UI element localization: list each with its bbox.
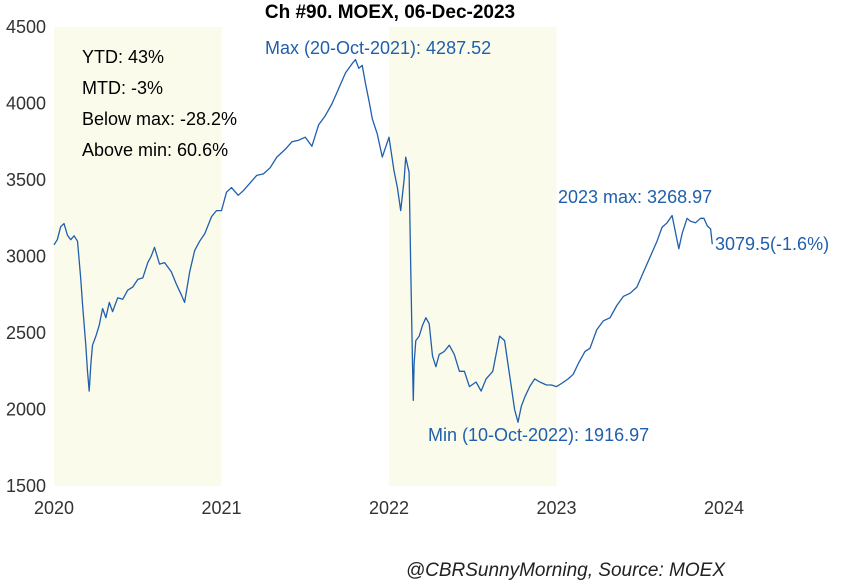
stat-above-min: Above min: 60.6% <box>82 140 228 160</box>
x-tick-label: 2020 <box>34 498 74 518</box>
annotation-last-value: 3079.5(-1.6%) <box>715 234 829 254</box>
x-tick-label: 2022 <box>369 498 409 518</box>
x-tick-label: 2024 <box>704 498 744 518</box>
x-axis-ticks: 2020 2021 2022 2023 2024 <box>34 498 744 518</box>
y-tick-label: 3000 <box>6 247 46 267</box>
y-tick-label: 2000 <box>6 400 46 420</box>
chart-title: Ch #90. MOEX, 06-Dec-2023 <box>265 2 515 23</box>
annotation-2023-max: 2023 max: 3268.97 <box>558 187 712 207</box>
x-tick-label: 2021 <box>201 498 241 518</box>
y-tick-label: 4500 <box>6 17 46 37</box>
shaded-band-2022 <box>389 27 557 486</box>
annotation-min: Min (10-Oct-2022): 1916.97 <box>428 425 649 445</box>
y-axis-ticks: 1500 2000 2500 3000 3500 4000 4500 <box>6 17 46 496</box>
annotation-max: Max (20-Oct-2021): 4287.52 <box>265 38 491 58</box>
x-tick-label: 2023 <box>536 498 576 518</box>
stat-ytd: YTD: 43% <box>82 47 164 67</box>
y-tick-label: 2500 <box>6 323 46 343</box>
moex-index-line <box>53 58 713 423</box>
y-tick-label: 4000 <box>6 94 46 114</box>
stat-mtd: MTD: -3% <box>82 78 163 98</box>
y-tick-label: 1500 <box>6 476 46 496</box>
stat-below-max: Below max: -28.2% <box>82 109 237 129</box>
source-credit: @CBRSunnyMorning, Source: MOEX <box>406 560 727 581</box>
y-tick-label: 3500 <box>6 170 46 190</box>
